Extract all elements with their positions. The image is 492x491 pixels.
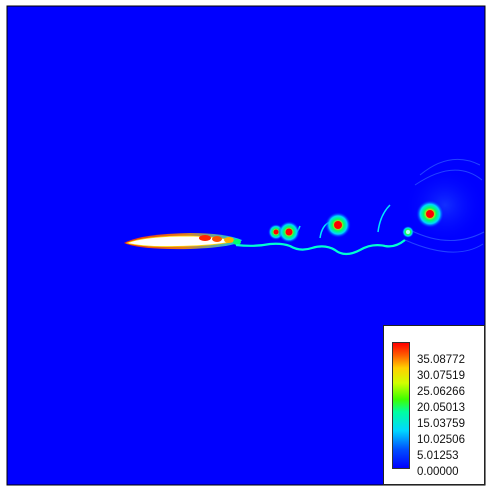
legend-tick-label: 5.01253: [417, 450, 459, 462]
legend-tick-label: 15.03759: [417, 418, 465, 430]
wake-sheet: [235, 239, 406, 256]
legend-tick-label: 20.05013: [417, 402, 465, 414]
legend-tick-label: 0.00000: [417, 466, 459, 478]
surface-vortices: [199, 235, 241, 245]
shed-vortex-2: [278, 221, 300, 243]
shed-vortex-4: [402, 226, 414, 238]
legend-tick-label: 35.08772: [417, 354, 465, 366]
color-legend: 35.08772 30.07519 25.06266 20.05013 15.0…: [383, 325, 485, 485]
plot-frame: [6, 5, 486, 486]
shed-vortex-5: [416, 200, 444, 228]
shed-vortex-3: [325, 212, 351, 238]
legend-tick-label: 30.07519: [417, 370, 465, 382]
legend-tick-label: 25.06266: [417, 386, 465, 398]
legend-tick-label: 10.02506: [417, 434, 465, 446]
colorbar: [392, 342, 410, 469]
